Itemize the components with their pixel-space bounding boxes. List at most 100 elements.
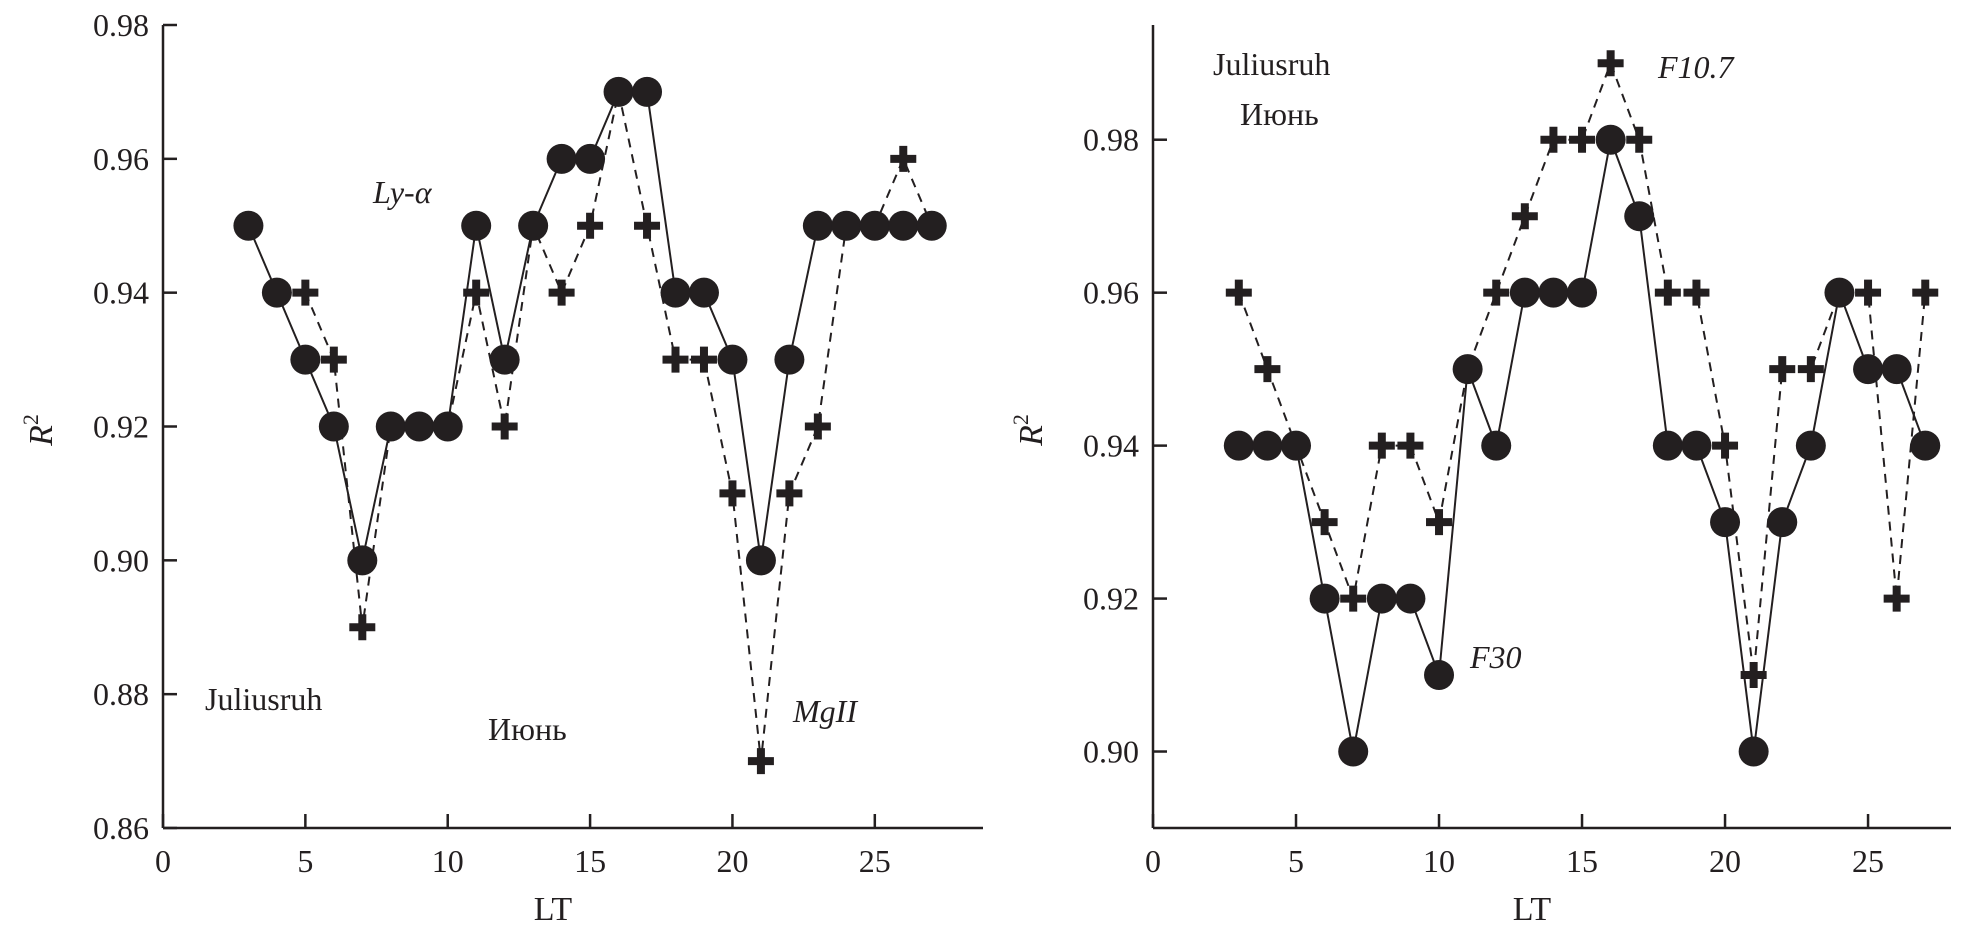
series-label-f30: F30 [1469, 639, 1522, 675]
data-point-circle-ly- [660, 277, 691, 308]
data-point-circle-f30 [1452, 354, 1483, 385]
data-point-circle-ly- [432, 411, 463, 442]
data-point-circle-f30 [1824, 277, 1855, 308]
data-point-cross-f10-7 [1225, 279, 1252, 306]
data-point-circle-ly- [461, 210, 492, 241]
data-point-circle-ly- [261, 277, 292, 308]
data-point-circle-ly- [859, 210, 890, 241]
data-point-circle-f30 [1338, 736, 1369, 767]
data-point-circle-ly- [916, 210, 947, 241]
data-point-cross-f10-7 [1340, 585, 1367, 612]
data-point-circle-ly- [546, 143, 577, 174]
series-label-mgii: MgII [792, 693, 858, 729]
y-tick-label: 0.92 [1083, 581, 1139, 617]
data-point-circle-ly- [603, 76, 634, 107]
x-tick-label: 0 [155, 843, 171, 879]
data-point-cross-f10-7 [1912, 279, 1939, 306]
data-point-cross-f10-7 [1569, 126, 1596, 153]
data-point-cross-f10-7 [1254, 356, 1281, 383]
x-tick-label: 25 [1852, 843, 1884, 879]
x-tick-label: 10 [1423, 843, 1455, 879]
data-point-cross-mgii [349, 614, 376, 641]
y-axis-title: R2 [1008, 414, 1050, 447]
data-point-circle-f30 [1509, 277, 1540, 308]
y-tick-label: 0.88 [93, 676, 149, 712]
data-point-circle-ly- [347, 545, 378, 576]
data-point-cross-f10-7 [1855, 279, 1882, 306]
data-point-circle-f30 [1853, 354, 1884, 385]
data-point-cross-f10-7 [1712, 432, 1739, 459]
data-point-circle-ly- [688, 277, 719, 308]
station-label-right: Juliusruh [1213, 46, 1330, 82]
data-point-circle-f30 [1223, 430, 1254, 461]
series-label-f107: F10.7 [1657, 49, 1736, 85]
data-point-cross-f10-7 [1311, 509, 1338, 536]
data-point-cross-mgii [634, 212, 661, 239]
data-point-circle-f30 [1595, 124, 1626, 155]
x-tick-label: 25 [859, 843, 891, 879]
data-point-cross-f10-7 [1683, 279, 1710, 306]
data-point-cross-f10-7 [1797, 356, 1824, 383]
data-point-circle-f30 [1567, 277, 1598, 308]
x-tick-label: 5 [297, 843, 313, 879]
data-point-cross-mgii [662, 346, 689, 373]
data-point-circle-ly- [290, 344, 321, 375]
y-tick-label: 0.96 [93, 141, 149, 177]
data-point-cross-f10-7 [1368, 432, 1395, 459]
data-point-circle-f30 [1309, 583, 1340, 614]
y-tick-label: 0.98 [93, 7, 149, 43]
month-label-right: Июнь [1240, 96, 1319, 132]
data-point-cross-mgii [890, 145, 917, 172]
data-point-circle-f30 [1710, 507, 1741, 538]
data-point-circle-ly- [774, 344, 805, 375]
y-tick-label: 0.92 [93, 409, 149, 445]
data-point-circle-f30 [1795, 430, 1826, 461]
data-point-circle-f30 [1366, 583, 1397, 614]
data-point-cross-mgii [292, 279, 319, 306]
x-axis-title: LT [1513, 891, 1552, 928]
y-tick-label: 0.94 [93, 275, 149, 311]
data-point-circle-ly- [375, 411, 406, 442]
data-point-cross-mgii [776, 480, 803, 507]
data-point-cross-f10-7 [1740, 662, 1767, 689]
data-point-cross-mgii [577, 212, 604, 239]
data-point-circle-f30 [1738, 736, 1769, 767]
data-point-cross-f10-7 [1769, 356, 1796, 383]
data-point-cross-mgii [548, 279, 575, 306]
right-panel-f30-f107: 0.90 0.92 0.94 0.96 0.98 0 5 10 15 20 25 LT R2 [1008, 25, 1951, 928]
data-point-circle-ly- [233, 210, 264, 241]
data-point-circle-f30 [1767, 507, 1798, 538]
data-point-cross-mgii [491, 413, 518, 440]
data-point-circle-ly- [404, 411, 435, 442]
data-point-circle-f30 [1681, 430, 1712, 461]
data-point-circle-f30 [1881, 354, 1912, 385]
data-point-circle-f30 [1424, 660, 1455, 691]
x-tick-label: 0 [1145, 843, 1161, 879]
y-tick-label: 0.98 [1083, 122, 1139, 158]
data-point-circle-f30 [1395, 583, 1426, 614]
data-point-circle-f30 [1281, 430, 1312, 461]
data-point-circle-f30 [1910, 430, 1941, 461]
data-point-cross-mgii [804, 413, 831, 440]
data-point-circle-ly- [717, 344, 748, 375]
data-point-cross-mgii [719, 480, 746, 507]
data-point-cross-f10-7 [1511, 203, 1538, 230]
data-point-cross-f10-7 [1483, 279, 1510, 306]
data-point-cross-mgii [747, 748, 774, 775]
data-point-cross-mgii [463, 279, 490, 306]
data-point-circle-ly- [745, 545, 776, 576]
data-point-cross-f10-7 [1654, 279, 1681, 306]
data-point-circle-ly- [888, 210, 919, 241]
data-point-circle-f30 [1481, 430, 1512, 461]
data-point-circle-f30 [1252, 430, 1283, 461]
data-point-cross-mgii [690, 346, 717, 373]
data-point-circle-f30 [1624, 201, 1655, 232]
data-point-circle-f30 [1538, 277, 1569, 308]
y-tick-label: 0.86 [93, 810, 149, 846]
x-axis-title: LT [534, 891, 573, 928]
x-tick-label: 10 [432, 843, 464, 879]
data-point-circle-ly- [518, 210, 549, 241]
x-tick-label: 20 [1709, 843, 1741, 879]
data-point-cross-f10-7 [1626, 126, 1653, 153]
